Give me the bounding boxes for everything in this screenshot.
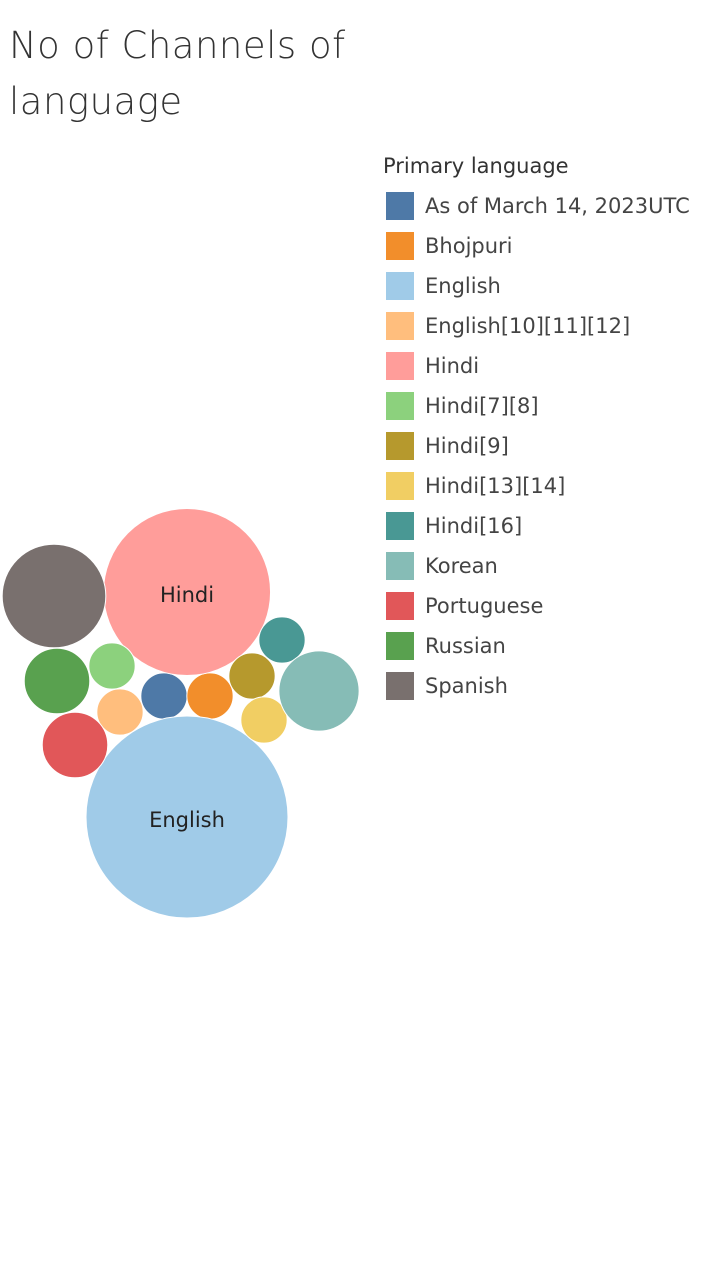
bubble-hindi-16[interactable] [258,616,306,664]
chart-title: No of Channels of language [9,24,346,123]
legend-swatch [386,672,414,700]
legend-swatch [386,192,414,220]
legend-swatch [386,392,414,420]
legend-item[interactable]: Hindi[9] [383,426,713,466]
bubble-hindi-7-8[interactable] [88,642,136,690]
bubble-hindi-9[interactable] [228,652,276,700]
legend-item[interactable]: Portuguese [383,586,713,626]
bubble-english-10-11-12[interactable] [96,688,144,736]
legend-item[interactable]: Russian [383,626,713,666]
legend-label: Hindi[13][14] [425,474,566,498]
bubble-bhojpuri[interactable] [186,672,234,720]
legend-label: Portuguese [425,594,544,618]
legend-swatch [386,592,414,620]
legend-title: Primary language [383,154,569,178]
bubble-spanish[interactable] [1,543,107,649]
legend-item[interactable]: Hindi [383,346,713,386]
bubble-label: English [149,808,225,832]
bubble-label: Hindi [160,583,214,607]
legend-swatch [386,512,414,540]
legend-swatch [386,312,414,340]
bubble-russian[interactable] [23,647,91,715]
legend-item[interactable]: Hindi[16] [383,506,713,546]
legend-item[interactable]: English[10][11][12] [383,306,713,346]
legend-label: Hindi[9] [425,434,509,458]
legend-item[interactable]: Bhojpuri [383,226,713,266]
legend-item[interactable]: English [383,266,713,306]
legend-item[interactable]: Korean [383,546,713,586]
legend-swatch [386,632,414,660]
legend-label: Hindi [425,354,480,378]
legend-label: Korean [425,554,498,578]
legend-label: Spanish [425,674,508,698]
legend-item[interactable]: As of March 14, 2023UTC [383,186,713,226]
legend-label: As of March 14, 2023UTC [425,194,690,218]
legend-item[interactable]: Spanish [383,666,713,706]
legend-swatch [386,432,414,460]
legend-item[interactable]: Hindi[7][8] [383,386,713,426]
legend-label: Hindi[7][8] [425,394,539,418]
legend-item[interactable]: Hindi[13][14] [383,466,713,506]
legend-swatch [386,472,414,500]
legend-swatch [386,552,414,580]
legend-label: English [425,274,501,298]
legend: Primary language As of March 14, 2023UTC… [383,152,713,706]
legend-label: Bhojpuri [425,234,513,258]
legend-swatch [386,352,414,380]
legend-label: Hindi[16] [425,514,523,538]
legend-label: English[10][11][12] [425,314,631,338]
bubble-hindi-13-14[interactable] [240,696,288,744]
bubble-english[interactable] [85,715,289,919]
bubble-as-of-march-14-2023utc[interactable] [140,672,188,720]
legend-swatch [386,272,414,300]
legend-list: As of March 14, 2023UTC Bhojpuri English En… [383,186,713,706]
legend-swatch [386,232,414,260]
bubble-chart: Hindi English [1,507,360,919]
bubble-portuguese[interactable] [41,711,109,779]
legend-label: Russian [425,634,506,658]
bubble-korean[interactable] [278,650,360,732]
